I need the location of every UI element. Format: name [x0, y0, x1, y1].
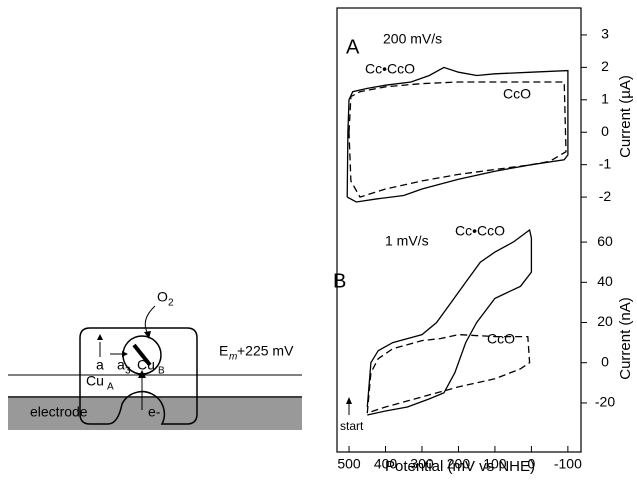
- panel-label: B: [333, 270, 346, 292]
- series-line: [346, 66, 569, 203]
- heme: [132, 343, 152, 367]
- y-axis-label: Current (nA): [617, 297, 634, 380]
- y-tick-label: 0: [601, 353, 609, 369]
- y-tick-label: -1: [599, 155, 612, 171]
- x-tick-label: 200: [447, 456, 471, 472]
- y-tick-label: 2: [601, 58, 609, 74]
- rate-label: 1 mV/s: [385, 233, 429, 249]
- arrow: [144, 305, 156, 335]
- x-tick-label: -100: [554, 456, 582, 472]
- enzyme-outline: [79, 327, 198, 425]
- arrow-head: [138, 370, 146, 378]
- label: electrode: [30, 404, 88, 420]
- arrow-head: [122, 351, 128, 357]
- y-tick-label: 3: [601, 26, 609, 42]
- label: O: [157, 289, 168, 305]
- y-tick-label: 1: [601, 90, 609, 106]
- label: m: [229, 352, 237, 363]
- y-tick-label: -2: [599, 188, 612, 204]
- series-line: [348, 81, 567, 198]
- y-tick-label: 40: [597, 273, 613, 289]
- label: A: [107, 382, 114, 393]
- label: a: [117, 357, 125, 373]
- x-tick-label: 500: [337, 456, 361, 472]
- label: +225 mV: [237, 343, 294, 359]
- series-line: [366, 333, 531, 414]
- y-tick-label: 20: [597, 313, 613, 329]
- rate-label: 200 mV/s: [383, 31, 442, 47]
- y-axis-label: Current (µA): [617, 75, 634, 158]
- panel-label: A: [346, 36, 360, 58]
- series-label: Cc•CcO: [365, 61, 415, 77]
- series-line: [366, 228, 533, 416]
- label: E: [219, 343, 228, 359]
- y-tick-label: 60: [597, 233, 613, 249]
- electrode-block: [8, 398, 302, 430]
- x-tick-label: 0: [527, 456, 535, 472]
- start-label: start: [340, 419, 364, 433]
- label: Cu: [86, 373, 104, 389]
- y-tick-label: 0: [601, 123, 609, 139]
- series-label: CcO: [503, 86, 531, 102]
- x-tick-label: 400: [374, 456, 398, 472]
- x-tick-label: 300: [410, 456, 434, 472]
- x-tick-label: 100: [483, 456, 507, 472]
- x-axis-label: Potential (mV vs NHE): [385, 458, 535, 475]
- label: 2: [168, 298, 174, 309]
- series-label: CcO: [487, 331, 515, 347]
- series-label: Cc•CcO: [455, 223, 505, 239]
- arrow-head: [346, 397, 352, 404]
- y-tick-label: -20: [595, 394, 615, 410]
- label: a: [96, 357, 104, 373]
- label: Cu: [137, 357, 155, 373]
- label: 3: [125, 366, 131, 377]
- arrow-head: [97, 334, 103, 340]
- arrow-head: [144, 331, 151, 339]
- label: B: [158, 366, 165, 377]
- label: e-: [148, 404, 161, 420]
- plot-frame: [336, 7, 582, 453]
